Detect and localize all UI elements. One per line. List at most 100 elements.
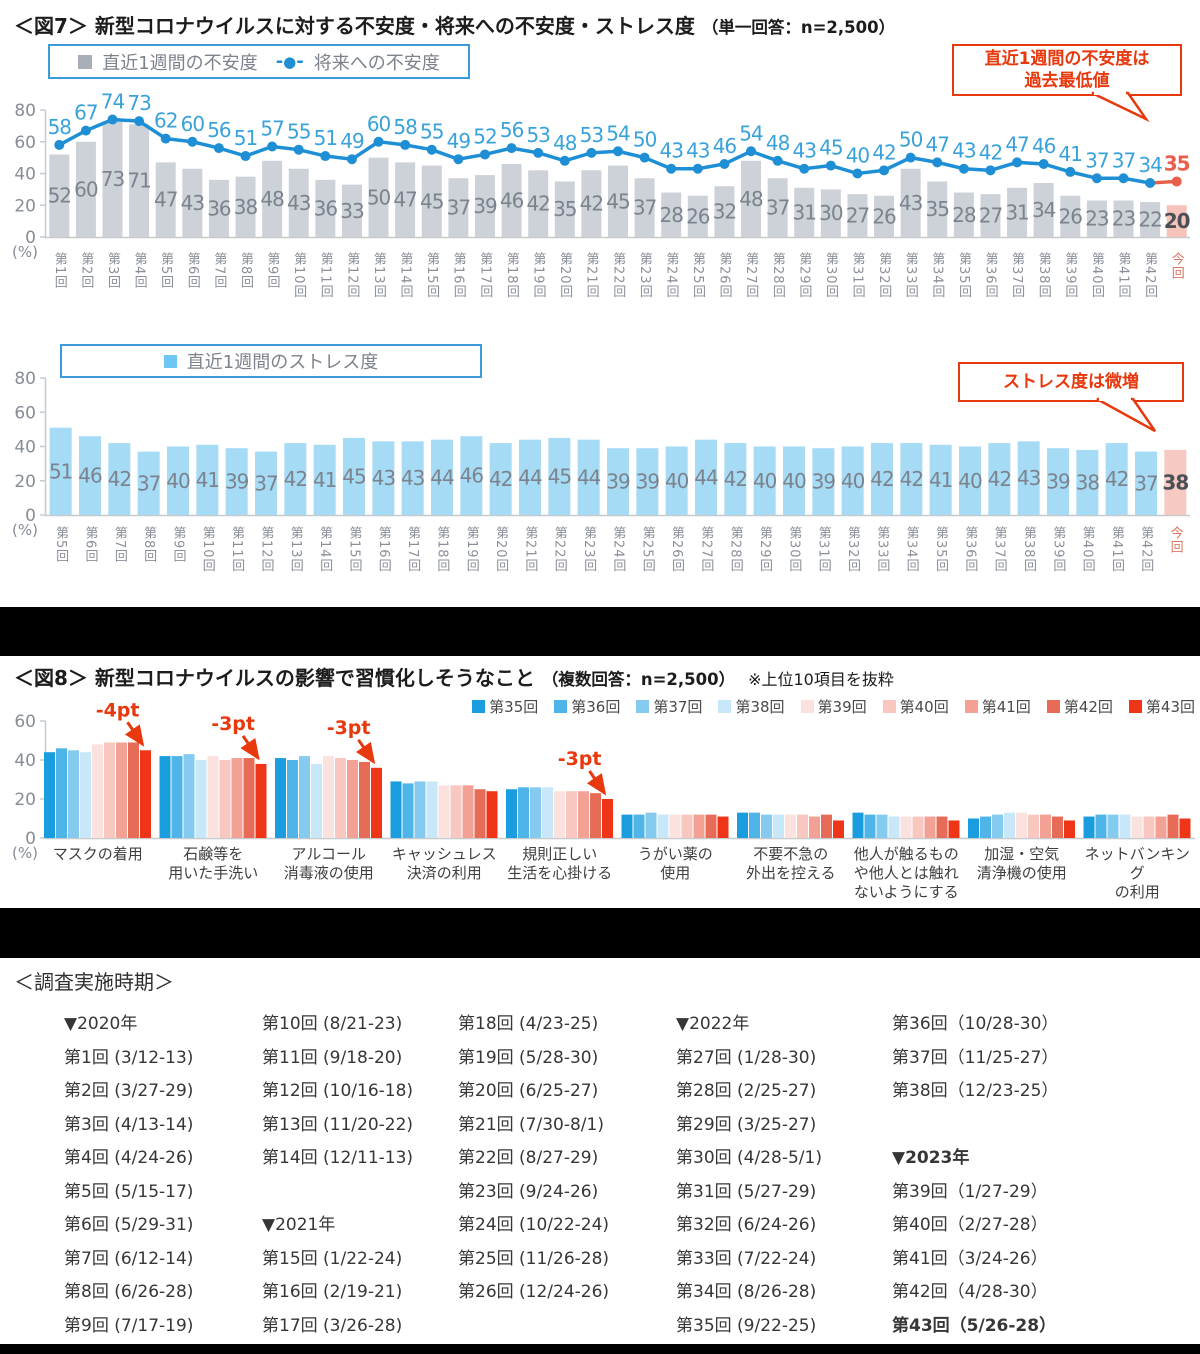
habit-bar	[104, 742, 115, 838]
survey-periods-column: ▼2022年 第27回 (1/28-30) 第28回 (2/25-27) 第29回 (…	[676, 1008, 822, 1343]
separator-band-2	[0, 908, 1200, 958]
survey-period-entry: 第19回 (5/28-30)	[458, 1047, 599, 1068]
habit-bar	[116, 742, 127, 838]
habit-bar	[621, 814, 633, 838]
x-axis-label: 第32回	[876, 252, 892, 299]
x-axis-label-slot: 第12回	[339, 252, 366, 326]
x-axis-label-slot: 第34回	[924, 252, 951, 326]
x-axis-label: 第42回	[1142, 252, 1158, 299]
bar-value-label: 52	[48, 184, 71, 208]
bar-value-label: 35	[926, 197, 949, 221]
separator-band-3	[0, 1344, 1200, 1354]
line-point	[932, 157, 943, 168]
x-axis-label-slot: 第23回	[631, 252, 658, 326]
x-axis-label: 第3回	[104, 252, 120, 290]
annotation-arrow-icon	[124, 721, 145, 747]
separator-band-1	[0, 607, 1200, 656]
survey-period-entry: ▼2020年	[64, 1014, 138, 1034]
x-axis-label-slot: 第37回	[1003, 252, 1030, 326]
x-axis-label-slot: 第20回	[551, 252, 578, 326]
stress-bar	[401, 441, 424, 515]
x-axis-label-slot: 第8回	[232, 252, 259, 326]
x-axis-label: 第33回	[874, 526, 890, 573]
line-point	[1145, 178, 1156, 189]
stress-bar	[636, 448, 659, 515]
stress-bar	[1164, 449, 1187, 515]
line-point	[240, 151, 251, 162]
bar-value-label: 36	[207, 196, 231, 220]
habit-category-label: ネットバンキング の利用	[1084, 845, 1190, 901]
anxiety-bar	[421, 165, 442, 237]
survey-period-entry: 第38回（12/23-25）	[892, 1081, 1059, 1101]
bar-value-label: 37	[1134, 471, 1158, 495]
anxiety-chart-x-axis: 第1回 第2回 第3回 第4回 第5回 第6回 第7回 第8回 第9回 第10回 第11回 第12回第…	[46, 252, 1190, 326]
x-axis-label-slot: 第21回	[515, 526, 544, 600]
habit-bar	[1143, 816, 1155, 838]
anxiety-bar	[767, 178, 788, 237]
line-value-label: 60	[181, 112, 205, 136]
habit-bar	[299, 756, 310, 838]
bar-value-label: 42	[900, 467, 923, 491]
survey-period-entry: 第13回 (11/20-22)	[262, 1114, 414, 1135]
line-value-label: 42	[872, 140, 895, 164]
x-axis-label-slot: 第35回	[926, 526, 955, 600]
fig8-legend-item: 第40回	[882, 696, 949, 717]
line-point	[958, 163, 969, 174]
x-axis-label: 第25回	[690, 252, 706, 299]
line-point	[320, 151, 331, 162]
stress-bar	[665, 446, 688, 515]
line-point	[586, 147, 597, 158]
line-value-label: 55	[287, 120, 310, 144]
habit-bar	[864, 814, 876, 838]
series-swatch-icon	[882, 699, 896, 713]
x-axis-label: 第27回	[743, 252, 759, 299]
line-value-label: 52	[473, 124, 496, 148]
line-value-label: 43	[659, 139, 683, 163]
survey-period-entry: 第11回 (9/18-20)	[262, 1047, 403, 1068]
x-axis-label: 第9回	[264, 252, 280, 290]
bar-value-label: 46	[460, 464, 484, 488]
survey-period-entry: 第35回 (9/22-25)	[676, 1315, 817, 1336]
series-name: 第40回	[899, 697, 949, 716]
bar-value-label: 43	[899, 191, 923, 215]
stress-bar	[1105, 443, 1128, 515]
anxiety-bar	[341, 184, 362, 237]
bar-value-label: 45	[548, 464, 571, 488]
series-swatch-icon	[636, 699, 650, 713]
x-axis-label: 第16回	[375, 526, 391, 573]
stress-callout-tail	[1096, 396, 1157, 433]
bar-value-label: 41	[313, 468, 336, 492]
x-axis-label-slot: 第2回	[73, 252, 100, 326]
habit-bar	[255, 763, 267, 838]
habit-bar	[773, 814, 784, 838]
habit-bar	[554, 791, 565, 838]
bar-value-label: 26	[1059, 204, 1083, 228]
fig8-legend-item: 第42回	[1046, 696, 1113, 717]
x-axis-label-slot: 第41回	[1110, 252, 1137, 326]
bar-value-label: 42	[284, 467, 307, 491]
habit-bar	[438, 785, 450, 838]
annotation-arrow-icon	[240, 735, 260, 761]
series-name: 第37回	[653, 697, 703, 716]
bar-value-label: 42	[489, 467, 512, 491]
line-value-label: 67	[74, 101, 98, 125]
survey-period-entry: 第20回 (6/25-27)	[458, 1081, 599, 1101]
x-axis-label-slot: 第6回	[75, 526, 104, 600]
habit-bar	[992, 814, 1003, 838]
series-swatch-icon	[472, 699, 486, 713]
habit-bar	[1064, 820, 1075, 838]
x-axis-label-slot: 第42回	[1131, 526, 1160, 600]
y-axis-unit: (%)	[12, 844, 38, 862]
line-value-label: 45	[819, 136, 842, 160]
x-axis-label-slot: 第18回	[498, 252, 525, 326]
bar-value-label: 20	[1164, 209, 1190, 233]
x-axis-label-slot: 第7回	[105, 526, 134, 600]
bar-value-label: 39	[606, 470, 630, 494]
bar-value-label: 40	[841, 469, 865, 493]
line-point	[293, 144, 304, 155]
bar-value-label: 43	[1017, 466, 1041, 490]
line-value-label: 41	[1059, 142, 1082, 166]
x-axis-label-slot: 第4回	[126, 252, 153, 326]
fig8-title-main: 新型コロナウイルスの影響で習慣化しそうなこと	[94, 666, 535, 690]
x-axis-label-slot: 第31回	[844, 252, 871, 326]
